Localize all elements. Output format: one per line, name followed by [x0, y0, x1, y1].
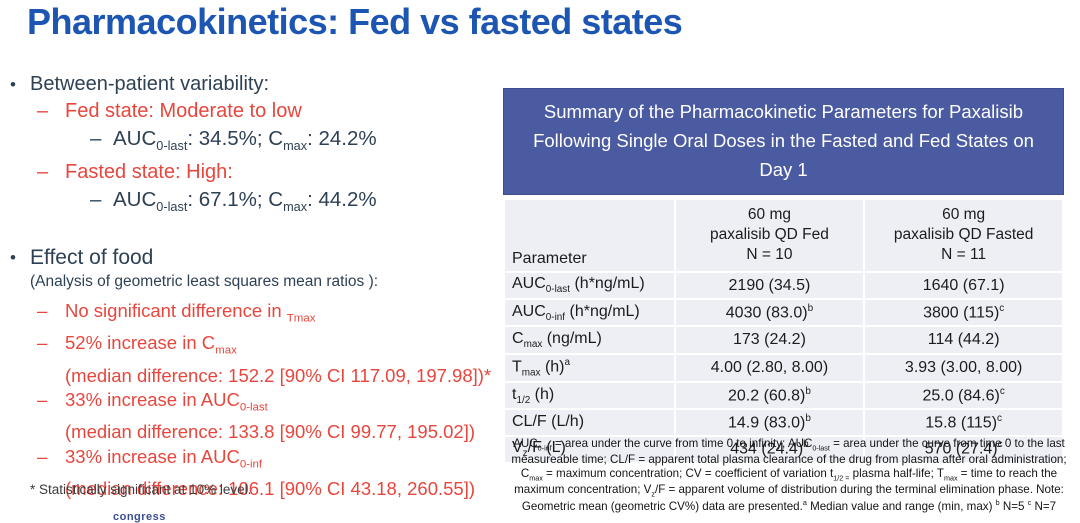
effect-of-food-subnote: (Analysis of geometric least squares mea…: [30, 273, 379, 290]
fed-value-cell: 4.00 (2.80, 8.00): [673, 352, 866, 383]
parameter-cell: Vz/F (L): [503, 434, 676, 464]
table-row: Vz/F (L) 434 (24.4)b 570 (27.4)c: [503, 434, 1064, 464]
bullet-effect-of-food-heading: Effect of food: [8, 243, 508, 272]
fasted-value-cell: 1640 (67.1): [863, 270, 1064, 301]
fed-value-cell: 20.2 (60.8)b: [673, 381, 866, 411]
pk-table-footnote: AUC0-inf = area under the curve from tim…: [511, 437, 1067, 514]
fed-state-values: AUC0-last: 34.5%; Cmax: 24.2%: [8, 125, 508, 159]
effect-item-tmax: No significant difference in Tmax: [8, 299, 508, 331]
table-row: t1/2 (h) 20.2 (60.8)b 25.0 (84.6)c: [503, 381, 1064, 411]
table-row: AUC0-last (h*ng/mL) 2190 (34.5) 1640 (67.1…: [503, 270, 1064, 301]
fasted-value-cell: 3.93 (3.00, 8.00): [863, 352, 1064, 383]
parameter-cell: AUC0-last (h*ng/mL): [503, 270, 676, 301]
significance-footnote: * Statistically significant at 10% level…: [30, 482, 252, 497]
bullet-between-patient-heading: Between-patient variability:: [8, 71, 508, 98]
parameter-cell: CL/F (L/h): [503, 408, 676, 437]
table-row: AUC0-inf (h*ng/mL) 4030 (83.0)b 3800 (115)…: [503, 298, 1064, 328]
clipped-bottom-text: congress: [113, 511, 166, 523]
fasted-state-values: AUC0-last: 67.1%; Cmax: 44.2%: [8, 186, 508, 220]
effect-item-auc-last-detail: (median difference: 133.8 [90% CI 99.77,…: [65, 421, 476, 443]
table-header-row: Parameter 60 mg paxalisib QD Fed N = 10 60…: [503, 197, 1064, 273]
fasted-state-label: Fasted state: High:: [8, 159, 508, 186]
parameter-cell: AUC0-inf (h*ng/mL): [503, 298, 676, 328]
table-row: CL/F (L/h) 14.9 (83.0)b 15.8 (115)c: [503, 408, 1064, 437]
pk-table-title: Summary of the Pharmacokinetic Parameter…: [503, 88, 1064, 195]
pk-table: Parameter 60 mg paxalisib QD Fed N = 10 60…: [503, 197, 1064, 464]
table-row: Cmax (ng/mL) 173 (24.2) 114 (44.2): [503, 325, 1064, 355]
fasted-value-cell: 25.0 (84.6)c: [863, 381, 1064, 411]
fed-value-cell: 2190 (34.5): [673, 270, 866, 301]
effect-item-cmax: 52% increase in Cmax: [8, 331, 508, 363]
pk-table-body: AUC0-last (h*ng/mL) 2190 (34.5) 1640 (67.1…: [503, 270, 1064, 464]
fasted-value-cell: 3800 (115)c: [863, 298, 1064, 328]
effect-item-auc-inf-detail: (median difference: 106.1 [90% CI 43.18,…: [65, 478, 476, 500]
fed-value-cell: 14.9 (83.0)b: [673, 408, 866, 437]
pk-table-panel: Summary of the Pharmacokinetic Parameter…: [503, 88, 1064, 464]
fed-value-cell: 434 (24.4)b: [673, 434, 866, 464]
effect-item-cmax-detail: (median difference: 152.2 [90% CI 117.09…: [65, 364, 492, 386]
parameter-cell: Tmax (h)a: [503, 352, 676, 383]
parameter-cell: Cmax (ng/mL): [503, 325, 676, 355]
effect-item-auc-last: 33% increase in AUC0-last: [8, 388, 508, 420]
fed-value-cell: 4030 (83.0)b: [673, 298, 866, 328]
fasted-value-cell: 570 (27.4)c: [863, 434, 1064, 464]
effect-of-food-section: Effect of food (Analysis of geometric le…: [8, 243, 508, 502]
fasted-column-header: 60 mg paxalisib QD Fasted N = 11: [863, 197, 1064, 273]
fasted-value-cell: 15.8 (115)c: [863, 408, 1064, 437]
parameter-column-header: Parameter: [503, 197, 676, 273]
parameter-cell: t1/2 (h): [503, 381, 676, 411]
fed-state-label: Fed state: Moderate to low: [8, 98, 508, 125]
between-patient-section: Between-patient variability: Fed state: …: [8, 71, 508, 220]
fed-value-cell: 173 (24.2): [673, 325, 866, 355]
table-row: Tmax (h)a 4.00 (2.80, 8.00) 3.93 (3.00, 8.…: [503, 352, 1064, 383]
effect-item-auc-inf: 33% increase in AUC0-inf: [8, 445, 508, 477]
fasted-value-cell: 114 (44.2): [863, 325, 1064, 355]
fed-column-header: 60 mg paxalisib QD Fed N = 10: [673, 197, 866, 273]
page-title: Pharmacokinetics: Fed vs fasted states: [27, 1, 683, 42]
